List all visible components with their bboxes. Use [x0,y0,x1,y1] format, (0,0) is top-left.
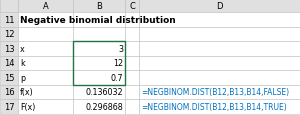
Bar [0,56,18,70]
Bar [125,27,139,42]
Text: 11: 11 [4,16,14,24]
Bar [18,13,73,27]
Bar [139,13,300,27]
Bar [18,56,73,70]
Bar [73,85,125,99]
Text: x: x [20,44,25,53]
Bar [125,42,139,56]
Text: 12: 12 [4,30,14,39]
Bar [73,13,125,27]
Text: B: B [96,2,102,11]
Bar [0,99,18,114]
Bar [0,27,18,42]
Text: k: k [20,59,25,68]
Bar [73,56,125,70]
Bar [73,42,125,85]
Bar [0,0,18,13]
Text: 15: 15 [4,73,14,82]
Text: 17: 17 [4,102,14,111]
Bar [18,99,73,114]
Bar [0,13,18,27]
Bar [125,85,139,99]
Text: 12: 12 [113,59,123,68]
Text: 13: 13 [4,44,14,53]
Bar [139,0,300,13]
Text: D: D [216,2,223,11]
Bar [125,99,139,114]
Text: 16: 16 [4,88,14,96]
Bar [139,42,300,56]
Bar [125,70,139,85]
Bar [139,85,300,99]
Bar [73,42,125,56]
Bar [125,0,139,13]
Bar [139,70,300,85]
Bar [0,85,18,99]
Text: =NEGBINOM.DIST(B12,B13,B14,TRUE): =NEGBINOM.DIST(B12,B13,B14,TRUE) [141,102,287,111]
Bar [125,13,139,27]
Bar [73,0,125,13]
Text: Negative binomial distribution: Negative binomial distribution [20,16,176,24]
Text: C: C [129,2,135,11]
Bar [18,70,73,85]
Text: 0.296868: 0.296868 [85,102,123,111]
Bar [139,99,300,114]
Bar [73,27,125,42]
Bar [0,0,300,13]
Bar [0,70,18,85]
Bar [18,27,73,42]
Text: f(x): f(x) [20,88,34,96]
Text: F(x): F(x) [20,102,35,111]
Bar [18,85,73,99]
Bar [73,70,125,85]
Text: 3: 3 [118,44,123,53]
Bar [139,56,300,70]
Bar [18,42,73,56]
Text: p: p [20,73,25,82]
Bar [125,56,139,70]
Bar [18,0,73,13]
Text: =NEGBINOM.DIST(B12,B13,B14,FALSE): =NEGBINOM.DIST(B12,B13,B14,FALSE) [141,88,289,96]
Bar [0,42,18,56]
Text: A: A [43,2,48,11]
Text: 0.136032: 0.136032 [85,88,123,96]
Text: 14: 14 [4,59,14,68]
Bar [73,99,125,114]
Text: 0.7: 0.7 [110,73,123,82]
Bar [139,27,300,42]
